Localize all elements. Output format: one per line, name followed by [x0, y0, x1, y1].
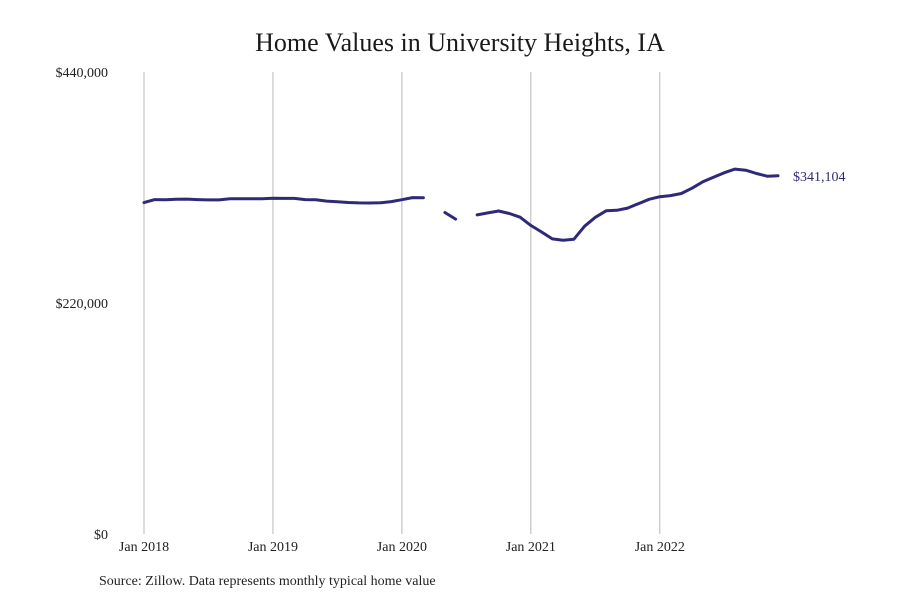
- x-tick-label: Jan 2022: [635, 540, 685, 555]
- x-tick-label: Jan 2021: [506, 540, 556, 555]
- y-tick-label: $440,000: [56, 66, 109, 81]
- series-line-segment: [443, 211, 458, 221]
- x-axis-ticks: Jan 2018 Jan 2019 Jan 2020 Jan 2021 Jan 2022: [119, 540, 685, 555]
- y-tick-label: $0: [94, 528, 108, 543]
- y-tick-label: $220,000: [56, 297, 109, 312]
- series-line-segment: [142, 196, 425, 205]
- series-layer: [142, 167, 780, 242]
- chart-title: Home Values in University Heights, IA: [255, 28, 665, 57]
- x-tick-label: Jan 2018: [119, 540, 169, 555]
- y-axis-ticks: $0 $220,000 $440,000: [56, 66, 109, 543]
- x-tick-label: Jan 2019: [248, 540, 298, 555]
- series-line-segment: [475, 167, 780, 242]
- gridlines: [143, 72, 661, 534]
- source-note: Source: Zillow. Data represents monthly …: [99, 574, 436, 589]
- end-value-label: $341,104: [793, 170, 846, 185]
- x-tick-label: Jan 2020: [377, 540, 427, 555]
